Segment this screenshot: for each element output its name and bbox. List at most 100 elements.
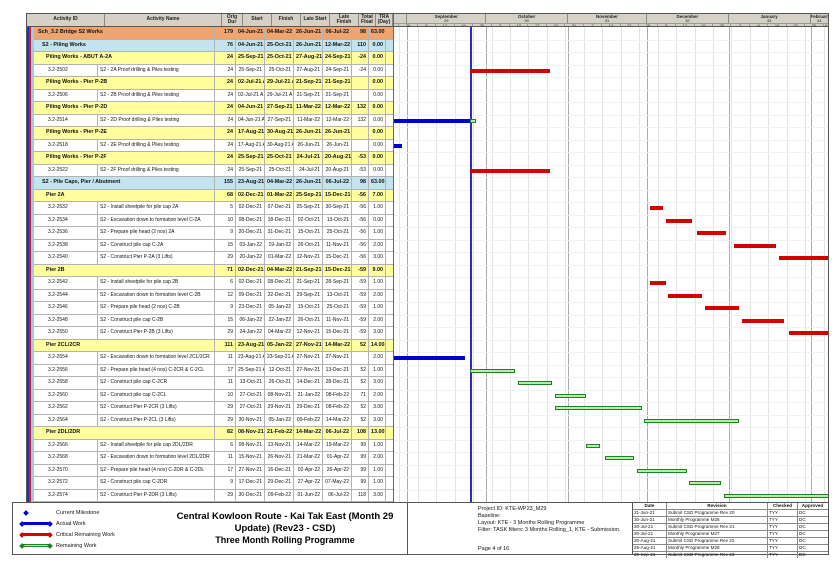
dur-cell: 29 — [215, 252, 236, 264]
tf-cell: 110 — [352, 39, 369, 51]
tra-cell: 0.00 — [369, 64, 386, 76]
dur-cell: 5 — [215, 202, 236, 214]
ls-cell: 27-Nov-21 — [294, 339, 323, 351]
column-header-activity-id: Activity ID — [27, 14, 105, 26]
tra-cell: 0.00 — [369, 164, 386, 176]
tf-cell: 52 — [352, 414, 369, 426]
gantt-bar-critical — [470, 168, 550, 173]
activity-name-cell: S2 - Construct pile cap C-2A — [98, 239, 215, 251]
activity-id-cell: 3.2-2562 — [34, 402, 98, 414]
lf-cell: 08-Feb-22 — [323, 389, 352, 401]
tra-cell: 2.00 — [369, 239, 386, 251]
ls-cell: 27-Aug-21 — [294, 52, 323, 64]
gantt-chart-area — [393, 27, 828, 502]
tra-cell: 2.00 — [369, 314, 386, 326]
revision-cell: 21-Jun-21 — [633, 510, 667, 516]
tf-cell: 118 — [352, 489, 369, 501]
row-gridline — [394, 327, 828, 328]
legend-item-remaining: Remaining Work — [18, 540, 160, 551]
ls-cell: 26-Jun-21 — [294, 127, 323, 139]
tra-cell: 1.00 — [369, 302, 386, 314]
ls-cell: 29-Sep-21 — [294, 289, 323, 301]
finish-cell: 05-Jan-22 — [265, 339, 294, 351]
start-cell: 25-Sep-21 — [236, 164, 265, 176]
ls-cell: 21-Sep-21 — [294, 89, 323, 101]
week-cell: 19 — [454, 23, 474, 26]
ls-cell: 11-Mar-22 — [294, 114, 323, 126]
tf-cell: 52 — [352, 339, 369, 351]
tra-cell: 1.00 — [369, 464, 386, 476]
dur-cell: 24 — [215, 64, 236, 76]
table-row: 3.2-2574 S2 - Construct Pier P-2DR (3 Lif… — [34, 489, 393, 502]
ls-cell: 27-Nov-21 — [294, 352, 323, 364]
table-row: 3.2-2554 S2 - Excavation down to formatio… — [34, 352, 393, 365]
start-cell: 17-Dec-21 — [236, 477, 265, 489]
tf-cell: -59 — [352, 289, 369, 301]
dur-cell: 24 — [215, 102, 236, 114]
gantt-bar-critical — [789, 331, 828, 336]
tf-cell — [352, 127, 369, 139]
ls-cell: 21-Sep-21 — [294, 77, 323, 89]
dur-cell: 155 — [215, 177, 236, 189]
finish-cell: 01-Mar-22 — [265, 252, 294, 264]
dur-cell: 82 — [215, 427, 236, 439]
column-header-late-start: Late Start — [301, 14, 330, 26]
month-label: October — [517, 14, 536, 19]
activity-id-cell: 3.2-2542 — [34, 277, 98, 289]
month-label: January — [760, 14, 778, 19]
activity-id-cell: 3.2-2532 — [34, 202, 98, 214]
lf-cell: 06-Jul-22 — [323, 177, 352, 189]
revision-cell: 20-Aug-21 — [633, 538, 667, 544]
tra-cell: 3.00 — [369, 489, 386, 501]
revision-cell: TYY — [768, 552, 798, 558]
data-date-line — [470, 27, 473, 502]
month-header-december: December 32 — [647, 14, 729, 23]
activity-name-cell: S2 - Excavation down to formation level … — [98, 289, 215, 301]
ls-cell: 26-Jun-21 — [294, 139, 323, 151]
row-gridline — [394, 152, 828, 153]
revision-cell: DC — [799, 524, 806, 529]
lf-cell: 19-Mar-22 — [323, 439, 352, 451]
wbs-summary-row: Piling Works - ABUT A-2A 24 25-Sep-21 25-Oc… — [34, 52, 393, 65]
table-row: 3.2-2550 S2 - Construct Pier P-2B (3 Lift… — [34, 327, 393, 340]
stripe-cyan — [31, 27, 34, 502]
start-cell: 03-Jan-22 — [236, 239, 265, 251]
gantt-bar-critical — [697, 231, 727, 236]
week-cell: 26 — [713, 23, 732, 26]
table-row: 3.2-2538 S2 - Construct pile cap C-2A 15 03… — [34, 239, 393, 252]
gantt-bar-critical — [742, 318, 785, 323]
table-row: 3.2-2556 S2 - Prepare pile head (4 nos) C… — [34, 364, 393, 377]
legend-label: Remaining Work — [56, 542, 97, 549]
legend-bar — [22, 522, 50, 525]
activity-id-cell: 3.2-2506 — [34, 89, 98, 101]
start-cell: 24-Jan-22 — [236, 327, 265, 339]
legend-bar-end — [47, 542, 53, 549]
activity-name-cell: S2 - Excavation down to formation level … — [98, 452, 215, 464]
lf-cell: 15-Dec-21 — [323, 264, 352, 276]
gantt-bar-critical — [734, 243, 777, 248]
column-header-finish: Finish — [272, 14, 301, 26]
dur-cell: 29 — [215, 414, 236, 426]
row-gridline — [394, 39, 828, 41]
week-cell: 21 — [620, 23, 640, 26]
tra-cell: 3.00 — [369, 252, 386, 264]
lf-cell: 06-Jul-22 — [323, 427, 352, 439]
revision-cell: DC — [799, 545, 806, 550]
table-row: 3.2-2564 S2 - Construct Pier P-2CL (3 Lif… — [34, 414, 393, 427]
finish-cell: 04-Mar-22 — [265, 264, 294, 276]
tra-cell: 1.00 — [369, 439, 386, 451]
start-cell: 06-Jan-22 — [236, 314, 265, 326]
table-row: 3.2-2570 S2 - Prepare pile head (4 nos) C… — [34, 464, 393, 477]
lf-cell: 14-Mar-22 — [323, 414, 352, 426]
dur-cell: 6 — [215, 277, 236, 289]
dur-cell: 179 — [215, 27, 236, 39]
finish-cell: 26-Nov-21 — [265, 452, 294, 464]
finish-cell: 21-Feb-22 — [265, 427, 294, 439]
wbs-name-cell: S2 - Piling Works — [34, 39, 215, 51]
revision-header-row: Date Revision Checked Approved — [633, 503, 828, 510]
activity-name-cell: S2 - Install sheetpile for pile cap 2B — [98, 277, 215, 289]
month-header-october: October 30 — [486, 14, 568, 23]
start-cell: 23-Aug-21 A — [236, 177, 265, 189]
lf-cell: 12-Mar-22 — [323, 39, 352, 51]
